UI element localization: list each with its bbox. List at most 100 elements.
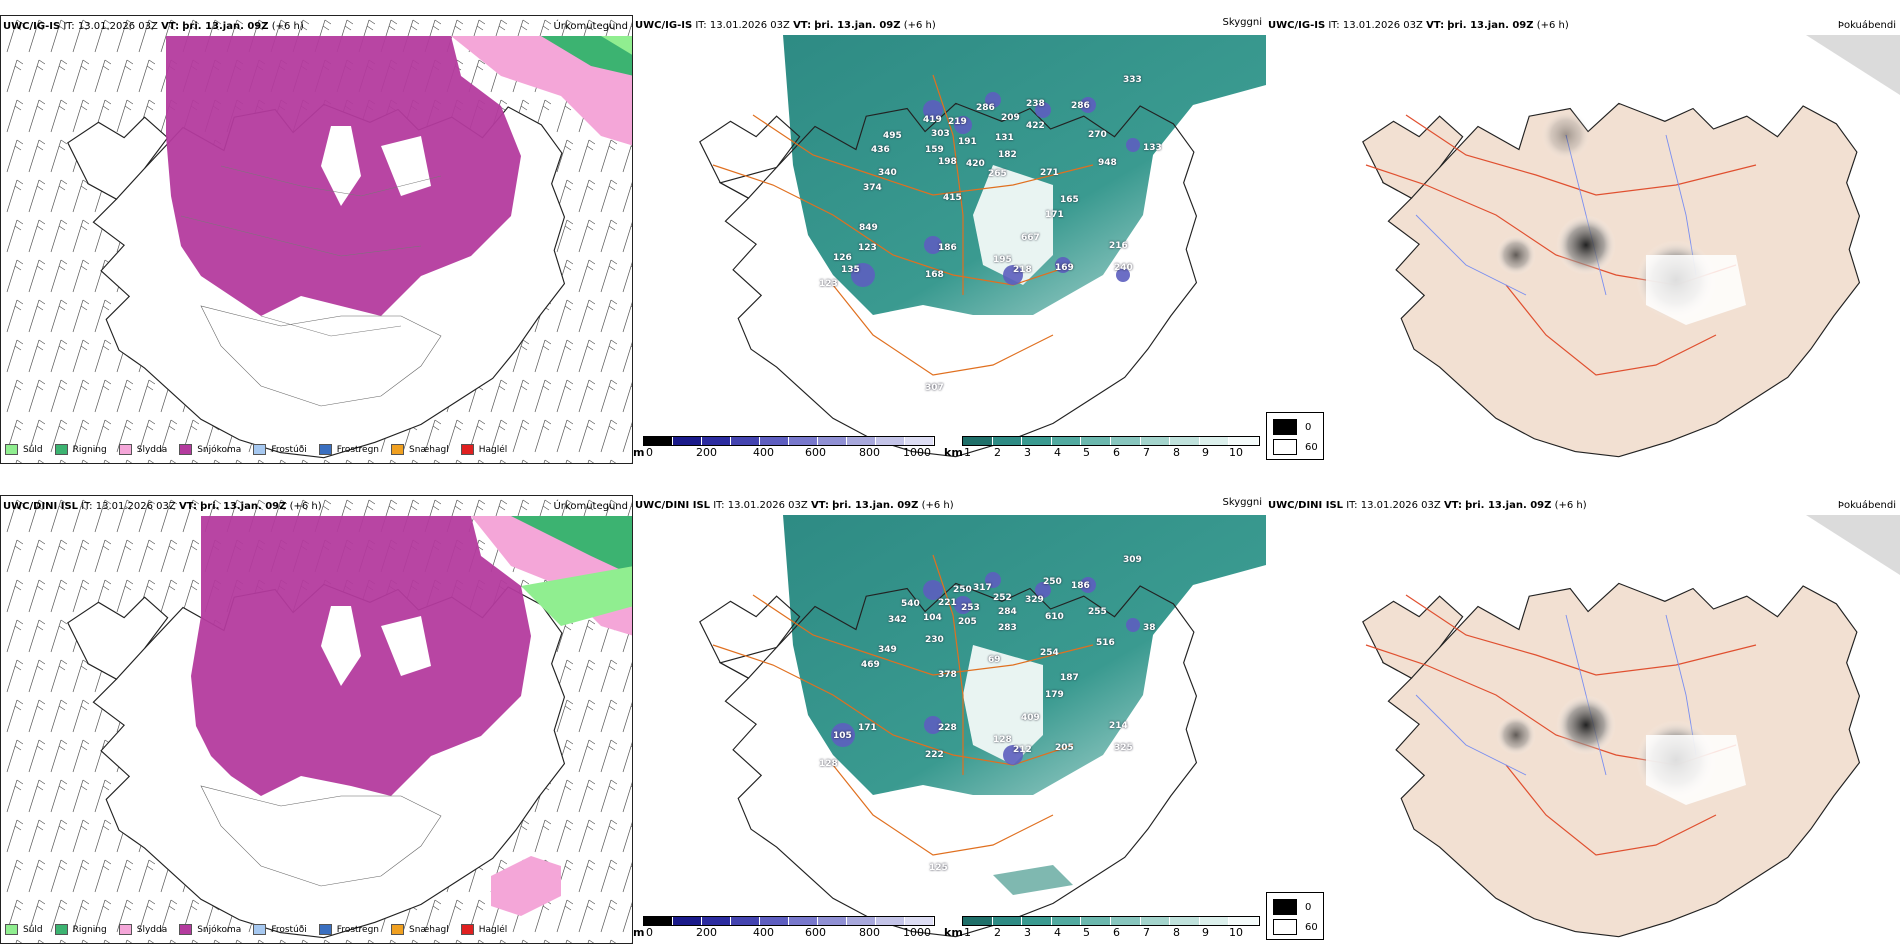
legend-item: Slydda — [118, 924, 167, 935]
cloud-base-label: 135 — [841, 265, 860, 275]
cloud-base-label: 253 — [961, 603, 980, 613]
visibility-tick: 9 — [1202, 926, 1209, 939]
precip-legend: Súld Rigning Slydda Snjókoma Frostúði Fr… — [5, 444, 519, 455]
visibility-tick: 3 — [1024, 446, 1031, 459]
legend-item: Súld — [5, 924, 43, 935]
offset: (+6 h) — [903, 20, 936, 31]
altitude-tick: 400 — [753, 446, 774, 459]
legend-item: Frostregn — [318, 924, 379, 935]
visibility-colorbar — [962, 436, 1260, 446]
visibility-tick: 8 — [1173, 926, 1180, 939]
cloud-base-label: 255 — [1088, 607, 1107, 617]
vt-label: VT: — [1443, 500, 1462, 511]
visibility-tick: 10 — [1229, 926, 1243, 939]
visibility-tick: 9 — [1202, 446, 1209, 459]
cloud-base-label: 317 — [973, 583, 992, 593]
cloud-base-label: 169 — [1055, 263, 1074, 273]
altitude-unit: m — [633, 926, 645, 939]
legend-item: Frostúði — [253, 924, 307, 935]
vt-label: VT: — [161, 21, 180, 32]
legend-item: Snæhagl — [391, 444, 449, 455]
panel-title: Skyggni — [1222, 497, 1262, 508]
model-name: UWC/IG-IS — [1268, 20, 1326, 31]
panel-header: UWC/DINI ISL IT: 13.01.2026 03Z VT: þri.… — [1268, 500, 1587, 511]
cloud-base-label: 228 — [938, 723, 957, 733]
cloud-base-label: 123 — [819, 279, 838, 289]
offset: (+6 h) — [1554, 500, 1587, 511]
altitude-tick: 400 — [753, 926, 774, 939]
cloud-base-label: 283 — [998, 623, 1017, 633]
cloud-base-label: 250 — [953, 585, 972, 595]
visibility-unit: km — [944, 446, 963, 459]
legend-item: Snjókoma — [179, 924, 241, 935]
altitude-scale: m 0 200 400 600 800 1000 — [633, 436, 935, 462]
it-label: IT: — [63, 21, 75, 32]
cloud-base-label: 303 — [931, 129, 950, 139]
visibility-tick: 5 — [1083, 926, 1090, 939]
it-value: 13.01.2026 03Z — [95, 501, 176, 512]
visibility-tick: 4 — [1054, 446, 1061, 459]
altitude-tick: 1000 — [903, 446, 931, 459]
cloud-base-label: 271 — [1040, 168, 1059, 178]
fog-map-top — [1362, 35, 1900, 458]
vt-label: VT: — [178, 501, 197, 512]
cloud-base-label: 218 — [1013, 265, 1032, 275]
visibility-tick: 6 — [1113, 446, 1120, 459]
visibility-tick: 2 — [994, 446, 1001, 459]
cloud-base-label: 250 — [1043, 577, 1062, 587]
panel-header: UWC/IG-IS IT: 13.01.2026 03Z VT: þri. 13… — [1268, 20, 1569, 31]
precip-map-bottom — [1, 496, 632, 943]
panel-title: Úrkomutegund — [553, 501, 628, 512]
altitude-tick: 0 — [646, 446, 653, 459]
fog-legend-high: 0 — [1305, 421, 1312, 433]
visibility-unit: km — [944, 926, 963, 939]
cloud-base-label: 284 — [998, 607, 1017, 617]
cloud-base-label: 333 — [1123, 75, 1142, 85]
offset: (+6 h) — [289, 501, 322, 512]
visibility-tick: 10 — [1229, 446, 1243, 459]
model-name: UWC/DINI ISL — [635, 500, 711, 511]
it-label: IT: — [695, 20, 707, 31]
cloud-base-label: 409 — [1021, 713, 1040, 723]
visibility-colorbar — [962, 916, 1260, 926]
altitude-tick: 600 — [805, 446, 826, 459]
visibility-scale: km 1 2 3 4 5 6 7 8 9 10 — [944, 436, 1264, 462]
cloud-base-label: 286 — [976, 103, 995, 113]
cloud-base-label: 216 — [1109, 241, 1128, 251]
altitude-tick: 800 — [859, 446, 880, 459]
cloud-base-label: 179 — [1045, 690, 1064, 700]
cloud-base-label: 610 — [1045, 612, 1064, 622]
cloud-base-label: 374 — [863, 183, 882, 193]
precip-map-top — [1, 16, 632, 463]
legend-item: Frostúði — [253, 444, 307, 455]
legend-item: Snjókoma — [179, 444, 241, 455]
offset: (+6 h) — [921, 500, 954, 511]
it-label: IT: — [1346, 500, 1358, 511]
cloud-base-label: 238 — [1026, 99, 1045, 109]
visibility-tick: 8 — [1173, 446, 1180, 459]
cloud-base-label: 349 — [878, 645, 897, 655]
cloud-base-label: 212 — [1013, 745, 1032, 755]
fog-indicator-panel-bottom: UWC/DINI ISL IT: 13.01.2026 03Z VT: þri.… — [1266, 495, 1900, 944]
precip-type-panel-bottom: UWC/DINI ISL IT: 13.01.2026 03Z VT: þri.… — [0, 495, 633, 944]
cloud-base-label: 105 — [833, 731, 852, 741]
fog-legend: 0 60 — [1266, 412, 1324, 460]
rain-area — [541, 36, 632, 76]
cloud-base-label: 419 — [923, 115, 942, 125]
cloud-base-label: 540 — [901, 599, 920, 609]
cloud-base-label: 420 — [966, 159, 985, 169]
cloud-base-label: 159 — [925, 145, 944, 155]
cloud-base-label: 186 — [938, 243, 957, 253]
it-label: IT: — [1328, 20, 1340, 31]
cloud-base-label: 195 — [993, 255, 1012, 265]
it-label: IT: — [713, 500, 725, 511]
cloud-base-label: 495 — [883, 131, 902, 141]
offset: (+6 h) — [271, 21, 304, 32]
fog-map-bottom — [1362, 515, 1900, 938]
cloud-base-label: 378 — [938, 670, 957, 680]
cloud-base-label: 469 — [861, 660, 880, 670]
cloud-base-label: 123 — [858, 243, 877, 253]
altitude-tick: 600 — [805, 926, 826, 939]
vt-value: þri. 13.jan. 09Z — [1447, 20, 1534, 31]
cloud-base-label: 171 — [1045, 210, 1064, 220]
